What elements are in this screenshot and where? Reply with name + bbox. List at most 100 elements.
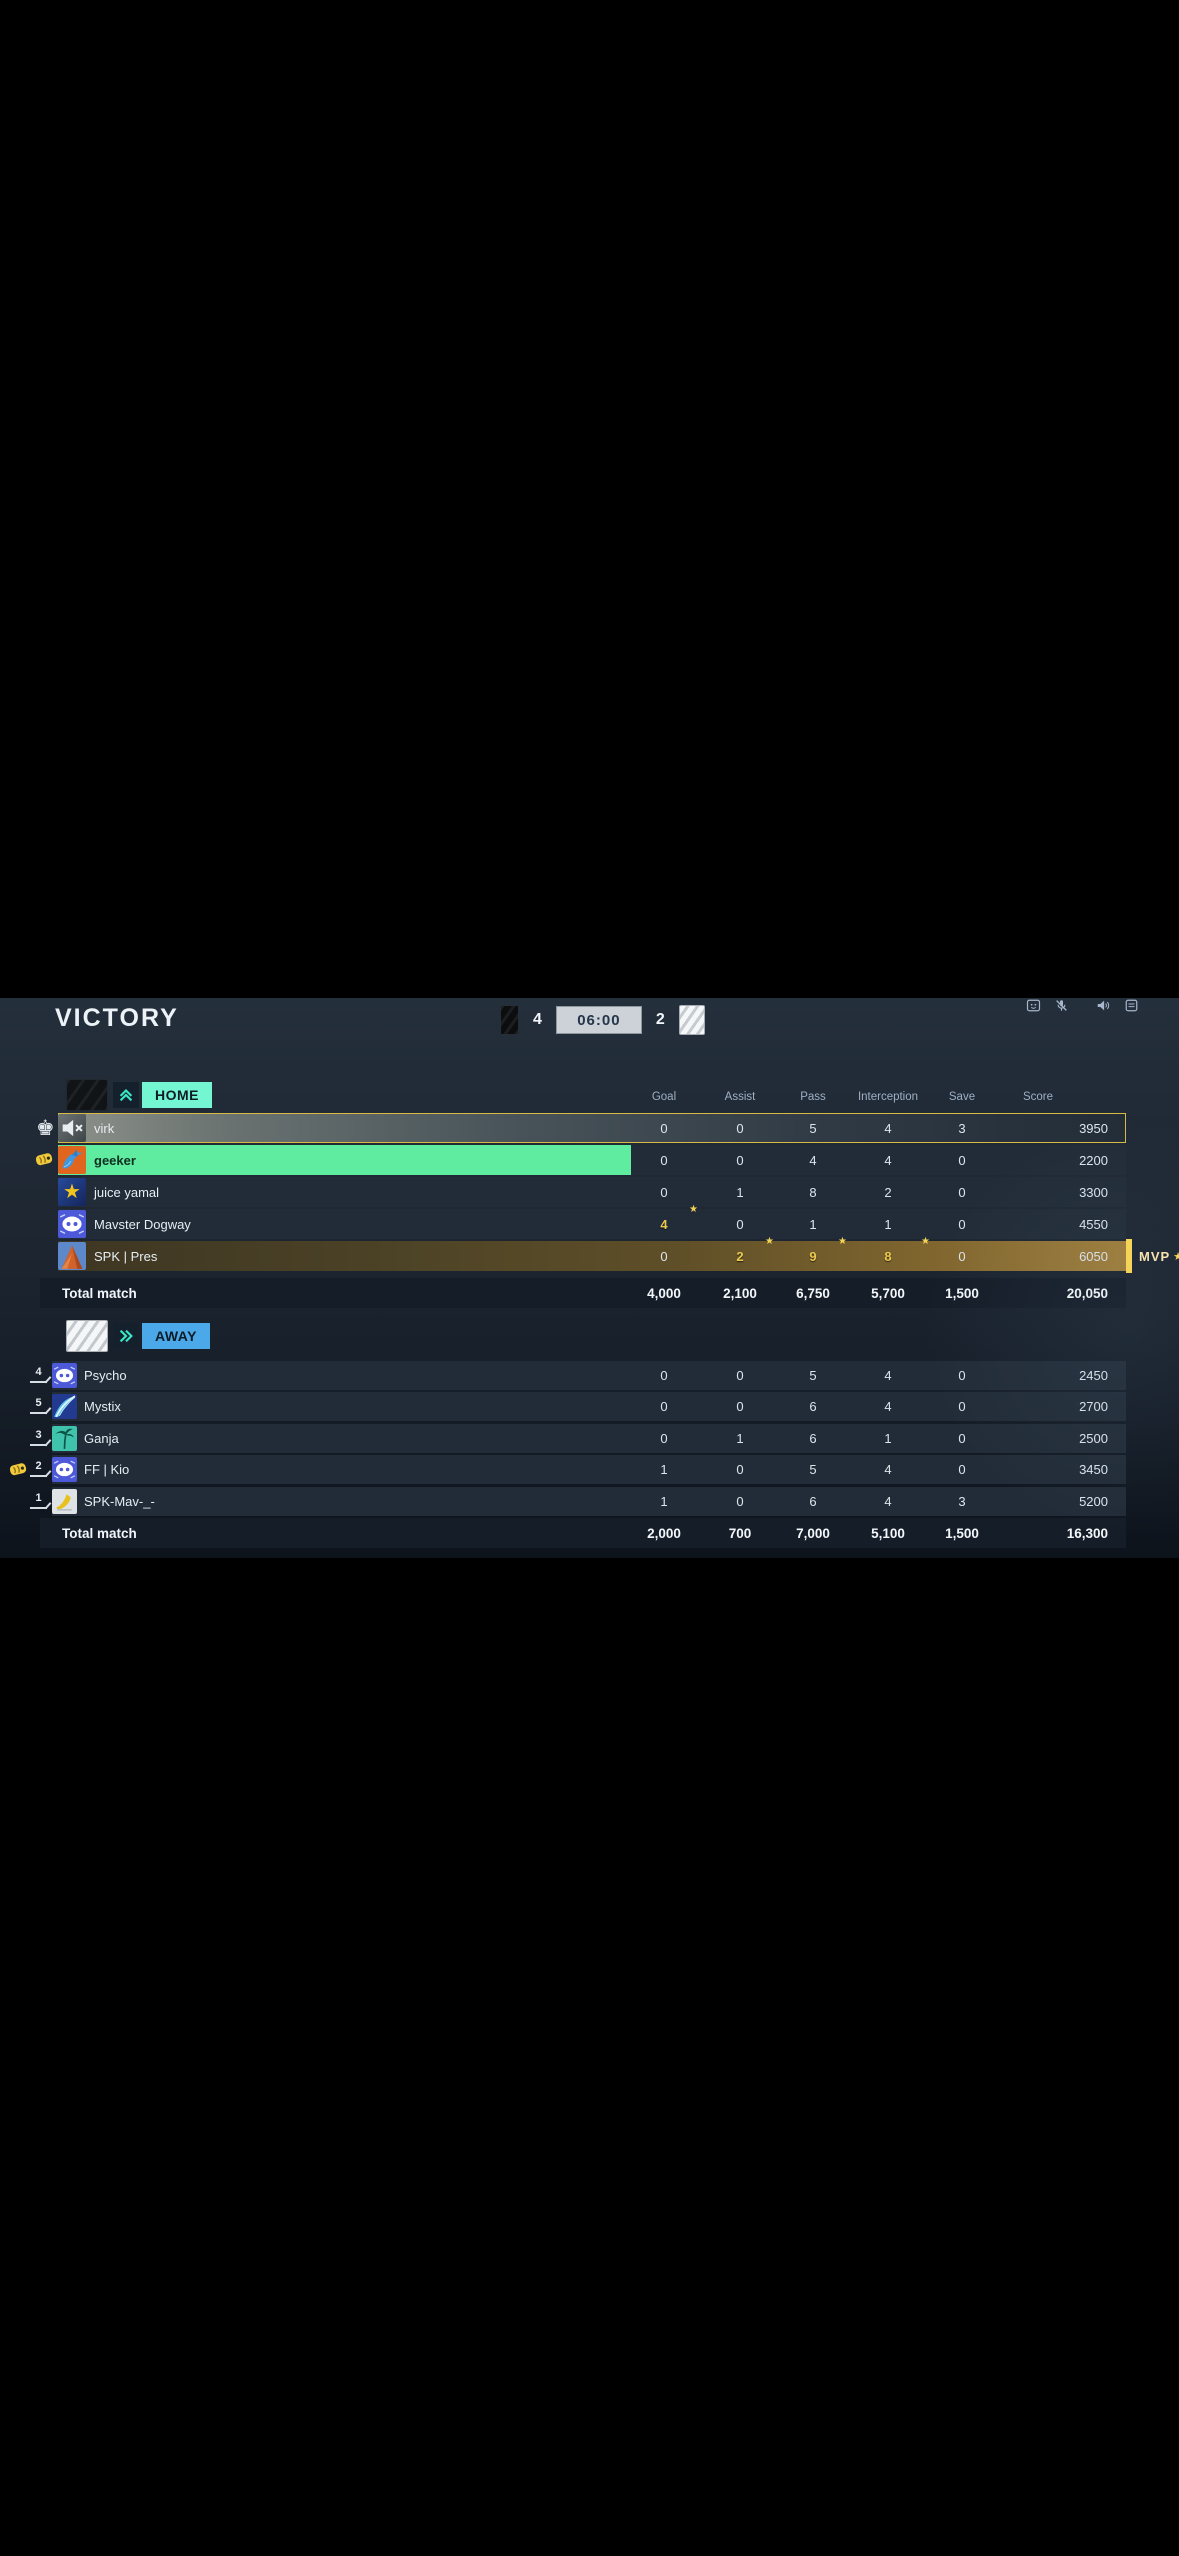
total-match-label: Total match	[62, 1285, 137, 1301]
player-row[interactable]: geeker 0 0 4 4 0 2200	[0, 1145, 1126, 1175]
stat-save: 0	[958, 1184, 966, 1200]
stat-pass: 5	[809, 1120, 817, 1136]
total-match-label: Total match	[62, 1525, 137, 1541]
row-bg	[52, 1392, 1126, 1421]
player-row[interactable]: 2 FF | Kio 1 0 5 4 0 3450	[0, 1455, 1126, 1484]
home-team-badge	[500, 1005, 519, 1035]
victory-title: VICTORY	[55, 1004, 179, 1032]
mvp-row-highlight	[58, 1241, 1126, 1271]
row-bg	[52, 1424, 1126, 1453]
home-total-row: Total match 4,000 2,100 6,750 5,700 1,500 20,0…	[0, 1278, 1126, 1308]
row-bg	[52, 1455, 1126, 1484]
row-bg	[52, 1361, 1126, 1390]
total-score: 20,050	[1066, 1285, 1108, 1301]
player-row[interactable]: 1 SPK-Mav-_- 1 0 6 4 3 5200	[0, 1487, 1126, 1516]
stat-save: 0	[958, 1431, 966, 1446]
stat-interception: 4	[884, 1152, 892, 1168]
stat-score: 2500	[1079, 1431, 1108, 1446]
stat-interception: 8	[850, 1236, 930, 1271]
stat-save: 0	[958, 1399, 966, 1414]
home-score: 4	[533, 1011, 542, 1028]
match-timer: 06:00	[555, 1006, 642, 1034]
stat-interception: 1	[884, 1216, 892, 1232]
stat-pass: 5	[809, 1368, 817, 1383]
stat-score: 2700	[1079, 1399, 1108, 1414]
stat-save: 0	[958, 1216, 966, 1232]
home-team-label: HOME	[142, 1082, 212, 1108]
stat-score: 4550	[1079, 1216, 1108, 1232]
player-row[interactable]: 5 Mystix 0 0 6 4 0 2700	[0, 1392, 1126, 1421]
shark-avatar	[58, 1146, 86, 1174]
speaker-icon[interactable]	[1095, 998, 1111, 1013]
mic-muted-icon[interactable]	[1054, 998, 1069, 1013]
stat-assist: 0	[736, 1120, 744, 1136]
player-row[interactable]: Mavster Dogway 4 0 1 1 0 4550	[0, 1204, 1126, 1239]
player-row[interactable]: SPK | Pres 0 298 0 6050	[0, 1236, 1126, 1271]
hud-icons	[1026, 998, 1139, 1016]
player-rank-badge: 1	[30, 1492, 47, 1509]
stat-interception: 4	[884, 1399, 892, 1414]
boot-avatar	[52, 1489, 77, 1514]
stat-pass: 6	[809, 1494, 817, 1509]
player-row[interactable]: 3 Ganja 0 1 6 1 0 2500	[0, 1424, 1126, 1453]
total-interception: 5,700	[871, 1285, 905, 1301]
player-rank-badge: 4	[30, 1366, 47, 1383]
stat-assist: 0	[736, 1399, 744, 1414]
away-chevron-icon	[113, 1323, 139, 1349]
stat-score: 3450	[1079, 1462, 1108, 1477]
stat-save: 0	[958, 1462, 966, 1477]
friend-row-highlight	[58, 1145, 631, 1175]
mountain-avatar	[58, 1242, 86, 1270]
recording-panel-icon[interactable]	[1124, 998, 1139, 1013]
stat-assist: 0	[736, 1216, 744, 1232]
stat-goal: 0	[660, 1399, 668, 1414]
column-header-save: Save	[948, 1091, 976, 1103]
scoreboard-panel: VICTORY 4 06:00 2 HOME Goal Assist Pass Int…	[0, 998, 1179, 1558]
stat-score: 3950	[1079, 1120, 1108, 1136]
stat-goal: 0	[660, 1120, 668, 1136]
stat-assist: 0	[736, 1368, 744, 1383]
home-chevron-icon	[113, 1082, 139, 1108]
stat-interception: 1	[884, 1431, 892, 1446]
palm-avatar	[52, 1426, 77, 1451]
stat-pass: 4	[809, 1152, 817, 1168]
total-save: 1,500	[945, 1525, 979, 1541]
stat-pass: 8	[809, 1184, 817, 1200]
row-bg	[52, 1487, 1126, 1516]
golden-glove-icon	[34, 1151, 56, 1173]
stat-pass: 6	[809, 1399, 817, 1414]
total-pass: 7,000	[796, 1525, 830, 1541]
stat-assist: 0	[736, 1152, 744, 1168]
mvp-badge: MVP ★	[1126, 1239, 1179, 1273]
stat-pass: 5	[809, 1462, 817, 1477]
total-save: 1,500	[945, 1285, 979, 1301]
player-name: Ganja	[84, 1431, 119, 1446]
stat-score: 3300	[1079, 1184, 1108, 1200]
player-row[interactable]: ★ juice yamal 0 1 8 2 0 3300	[0, 1177, 1126, 1207]
total-goal: 2,000	[647, 1525, 681, 1541]
discord-avatar	[58, 1210, 86, 1238]
away-team-logo	[66, 1320, 108, 1352]
stat-score: 2200	[1079, 1152, 1108, 1168]
player-rank-badge: 2	[30, 1460, 47, 1477]
discord-avatar	[52, 1457, 77, 1482]
stat-pass: 1	[809, 1216, 817, 1232]
stat-interception: 4	[884, 1462, 892, 1477]
stat-goal: 1	[660, 1462, 668, 1477]
column-header-goal: Goal	[651, 1091, 677, 1103]
stat-save: 3	[958, 1494, 966, 1509]
player-name: Mavster Dogway	[94, 1216, 191, 1232]
player-row[interactable]: 4 Psycho 0 0 5 4 0 2450	[0, 1361, 1126, 1390]
column-header-pass: Pass	[800, 1091, 826, 1103]
stat-assist: 2	[710, 1236, 774, 1271]
stat-interception: 4	[884, 1368, 892, 1383]
player-row[interactable]: ♚ virk 0 0 5 4 3 3950	[0, 1113, 1126, 1143]
total-row-bg	[40, 1278, 1126, 1308]
stat-goal: 0	[660, 1152, 668, 1168]
home-team-logo	[66, 1079, 108, 1111]
total-interception: 5,100	[871, 1525, 905, 1541]
player-rank-badge: 5	[30, 1397, 47, 1414]
emote-panel-icon[interactable]	[1026, 998, 1041, 1013]
stat-assist: 0	[736, 1462, 744, 1477]
row-bg	[58, 1209, 1126, 1239]
